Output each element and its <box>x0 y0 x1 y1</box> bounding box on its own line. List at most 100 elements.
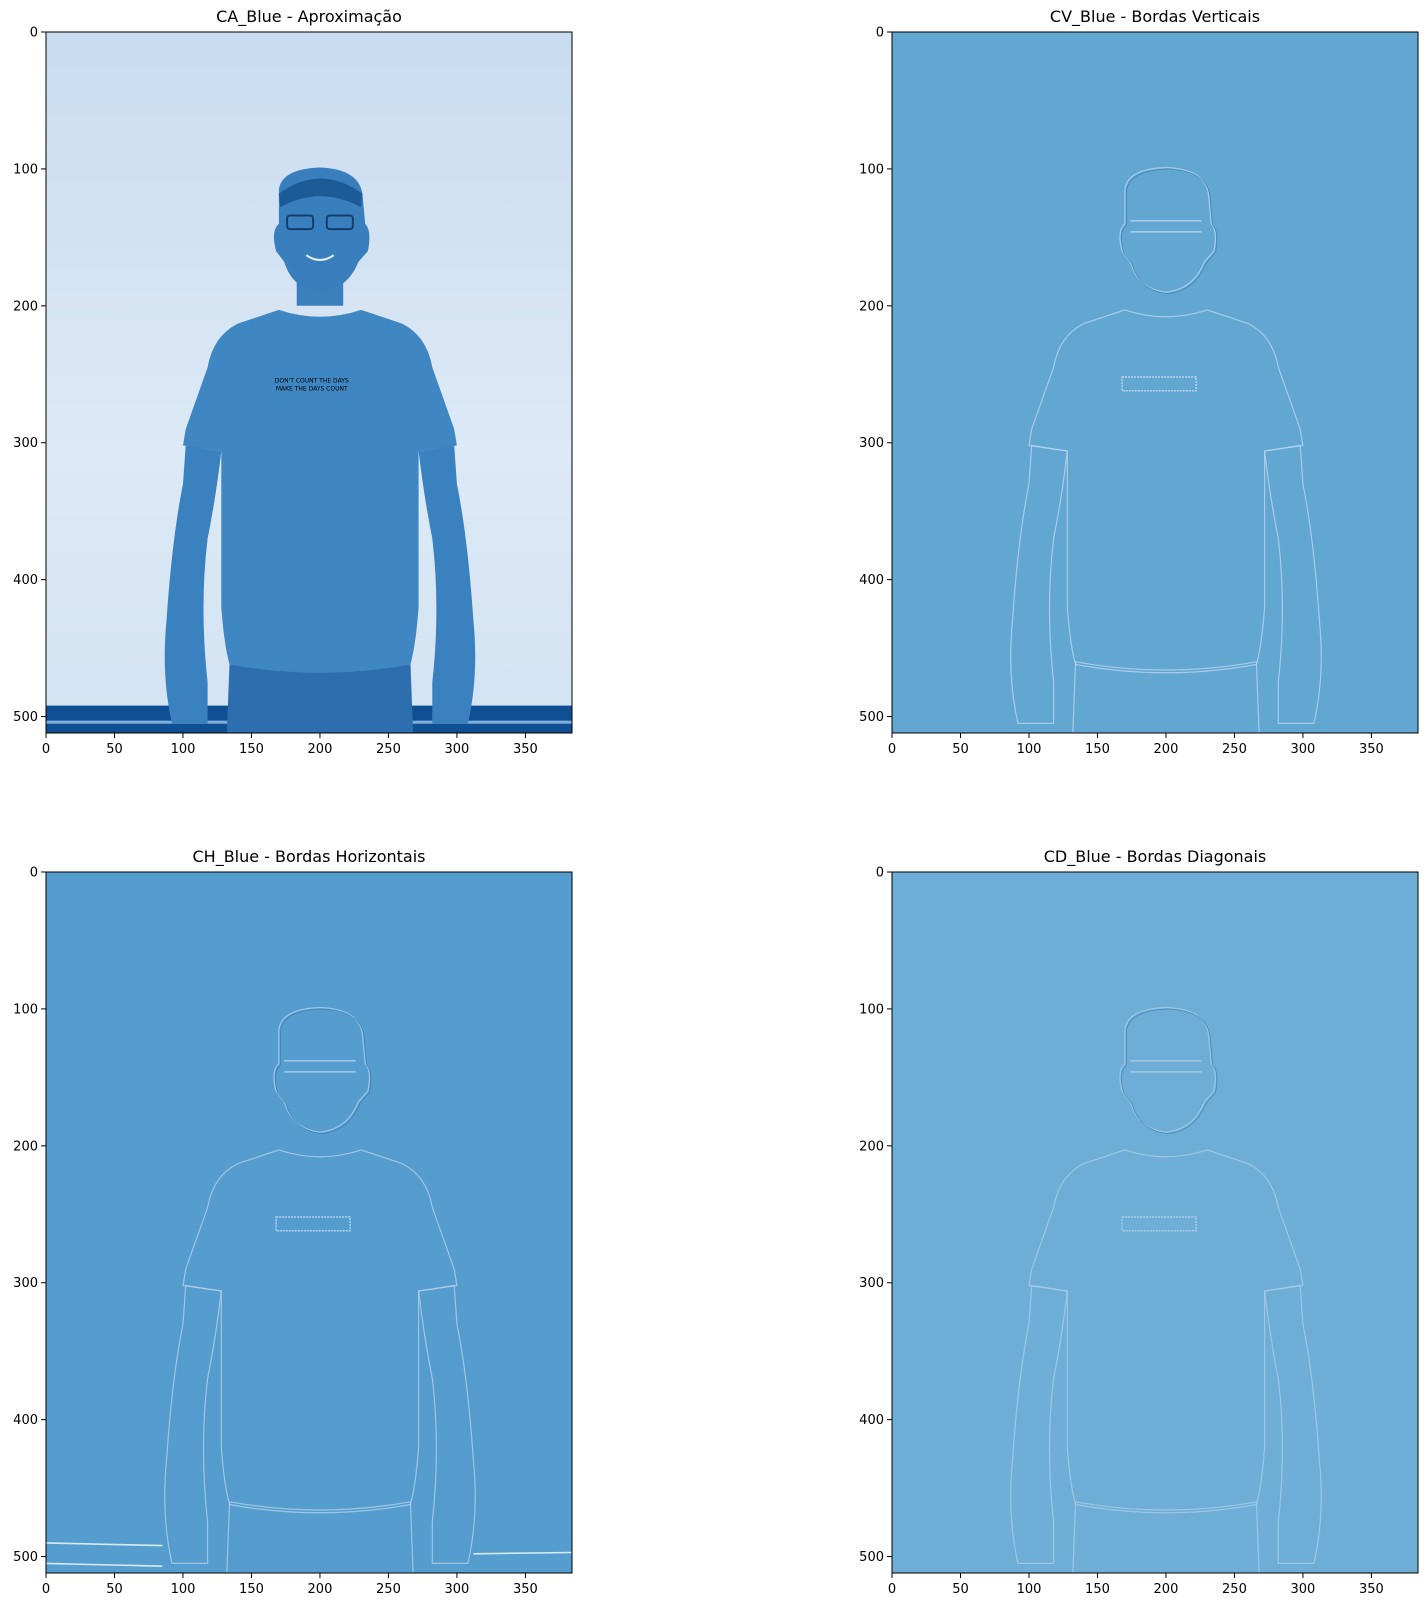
x-tick-label: 300 <box>1291 742 1316 757</box>
panel-title: CH_Blue - Bordas Horizontais <box>192 847 425 867</box>
x-tick-label: 350 <box>1359 1582 1384 1597</box>
edge-head <box>1119 166 1217 293</box>
x-tick-label: 300 <box>1291 1582 1316 1597</box>
y-tick-label: 400 <box>859 1413 884 1428</box>
x-tick-label: 150 <box>1085 1582 1110 1597</box>
axes-frame <box>45 31 573 734</box>
person-jeans <box>226 661 414 733</box>
y-tick-label: 100 <box>859 1002 884 1017</box>
y-tick-label: 200 <box>13 1139 38 1154</box>
panel-image <box>892 32 1418 733</box>
edge-shirt <box>1028 309 1304 674</box>
panel-3: CH_Blue - Bordas Horizontais 0 50 100 150 200… <box>13 847 573 1597</box>
y-tick-label: 0 <box>30 866 38 881</box>
edge-shirt-text <box>1121 1216 1197 1232</box>
y-tick-label: 100 <box>859 162 884 177</box>
edge-head-shadow <box>1121 1008 1218 1135</box>
axes-frame <box>891 31 1419 734</box>
edge-armL <box>164 1284 222 1564</box>
image-background <box>892 872 1418 1573</box>
y-tick-label: 200 <box>859 299 884 314</box>
edge-floor-lines <box>46 1542 572 1567</box>
glasses-right <box>325 214 354 231</box>
person-right-arm <box>418 445 476 724</box>
person-shirt <box>183 309 457 673</box>
x-tick-label: 50 <box>952 742 969 757</box>
edge-shirt-text <box>275 1216 351 1232</box>
y-tick-label: 100 <box>13 162 38 177</box>
x-tick-label: 300 <box>445 742 470 757</box>
x-tick-label: 150 <box>239 742 264 757</box>
x-tick-label: 200 <box>1154 742 1179 757</box>
x-tick-label: 100 <box>171 742 196 757</box>
person-hair <box>278 178 363 208</box>
x-tick-label: 100 <box>1017 742 1042 757</box>
edge-shirt <box>182 1149 458 1514</box>
smile <box>305 254 335 261</box>
x-tick-label: 0 <box>42 1582 50 1597</box>
y-tick-label: 300 <box>13 436 38 451</box>
x-tick-label: 150 <box>239 1582 264 1597</box>
panel-4: CD_Blue - Bordas Diagonais 0 50 100 150 200 25… <box>859 847 1419 1597</box>
y-tick-label: 100 <box>13 1002 38 1017</box>
edge-head-shadow <box>275 1008 372 1135</box>
x-tick-label: 200 <box>1154 1582 1179 1597</box>
axes-frame <box>45 871 573 1574</box>
panel-title: CA_Blue - Aproximação <box>216 7 402 27</box>
y-tick-label: 300 <box>859 436 884 451</box>
x-tick-label: 250 <box>1222 742 1247 757</box>
x-tick-label: 0 <box>42 742 50 757</box>
edge-head <box>1119 1006 1217 1133</box>
y-tick-label: 300 <box>859 1276 884 1291</box>
y-tick-label: 200 <box>859 1139 884 1154</box>
x-tick-label: 350 <box>513 1582 538 1597</box>
x-tick-label: 350 <box>1359 742 1384 757</box>
x-tick-label: 300 <box>445 1582 470 1597</box>
axes-frame <box>891 871 1419 1574</box>
y-tick-label: 300 <box>13 1276 38 1291</box>
glasses-left <box>286 214 315 231</box>
edge-glasses <box>1130 1060 1202 1073</box>
y-tick-label: 400 <box>13 1413 38 1428</box>
x-tick-label: 100 <box>1017 1582 1042 1597</box>
image-background <box>892 32 1418 733</box>
edge-armR <box>1263 1284 1322 1564</box>
edge-jeans <box>1072 661 1260 733</box>
edge-glasses <box>284 1060 356 1073</box>
image-background <box>46 872 572 1573</box>
edge-glasses <box>1130 220 1202 233</box>
x-tick-label: 150 <box>1085 742 1110 757</box>
edge-shirt <box>1028 1149 1304 1514</box>
y-tick-label: 200 <box>13 299 38 314</box>
panel-2: CV_Blue - Bordas Verticais 0 50 100 150 200 25… <box>859 7 1419 757</box>
x-tick-label: 50 <box>106 742 123 757</box>
edge-head <box>273 1006 371 1133</box>
y-tick-label: 0 <box>876 866 884 881</box>
person-left-arm <box>164 445 222 724</box>
y-tick-label: 500 <box>859 1550 884 1565</box>
x-tick-label: 200 <box>308 1582 333 1597</box>
panel-image <box>892 872 1418 1573</box>
y-tick-label: 0 <box>876 26 884 41</box>
edge-armR <box>1263 444 1322 724</box>
edge-armR <box>417 1284 476 1564</box>
x-tick-label: 200 <box>308 742 333 757</box>
edge-armL <box>1010 1284 1068 1564</box>
shirt-text-2: MAKE THE DAYS COUNT <box>276 386 348 393</box>
x-tick-label: 50 <box>106 1582 123 1597</box>
panel-title: CD_Blue - Bordas Diagonais <box>1044 847 1267 867</box>
edge-head-shadow <box>1121 168 1218 295</box>
y-tick-label: 500 <box>13 1550 38 1565</box>
edge-jeans <box>1072 1501 1260 1573</box>
edge-jeans <box>226 1501 414 1573</box>
panel-image <box>46 872 572 1573</box>
y-tick-label: 0 <box>30 26 38 41</box>
edge-shirt-text <box>1121 376 1197 392</box>
x-tick-label: 250 <box>1222 1582 1247 1597</box>
x-tick-label: 250 <box>376 742 401 757</box>
y-tick-label: 500 <box>859 710 884 725</box>
y-tick-label: 400 <box>859 573 884 588</box>
